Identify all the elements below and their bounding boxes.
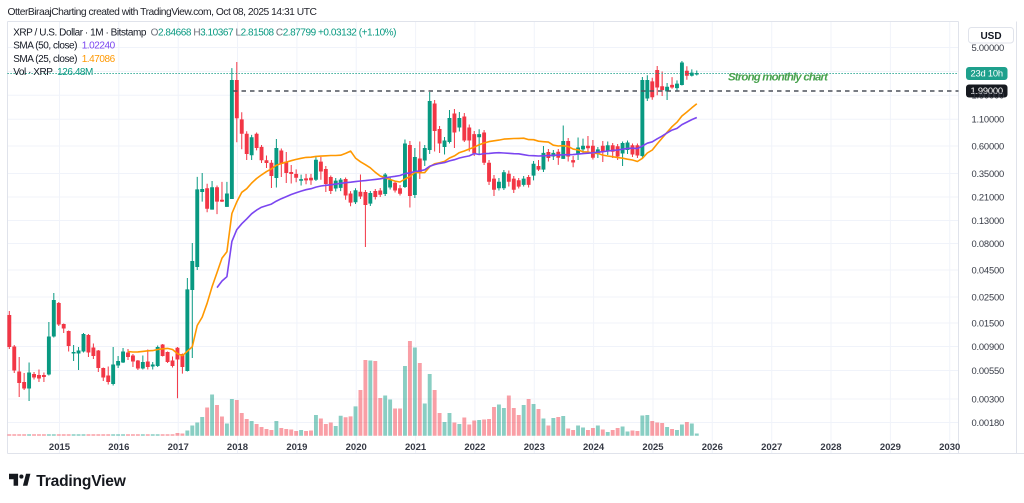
svg-text:OtterBiraajCharting created wi: OtterBiraajCharting created with Trading… [8,7,318,18]
svg-text:2023: 2023 [524,442,545,453]
svg-text:0.60000: 0.60000 [972,140,1005,151]
svg-text:0.00550: 0.00550 [972,365,1005,376]
svg-text:2018: 2018 [227,442,248,453]
svg-text:Vol · XRP 126.48M: Vol · XRP 126.48M [13,67,93,78]
svg-text:0.21000: 0.21000 [972,191,1005,202]
svg-text:2027: 2027 [761,442,782,453]
svg-text:23d 10h: 23d 10h [970,68,1003,79]
svg-text:0.13000: 0.13000 [972,215,1005,226]
svg-text:1.99000: 1.99000 [970,85,1003,96]
svg-text:USD: USD [980,31,1001,42]
svg-text:2021: 2021 [405,442,427,453]
svg-text:1.80000: 1.80000 [972,90,1005,101]
svg-text:0.04500: 0.04500 [972,264,1005,275]
svg-text:2022: 2022 [464,442,485,453]
svg-text:2029: 2029 [880,442,901,453]
svg-text:5.00000: 5.00000 [972,42,1005,53]
svg-text:2028: 2028 [820,442,841,453]
svg-text:1.10000: 1.10000 [972,114,1005,125]
svg-text:2015: 2015 [49,442,71,453]
svg-text:2017: 2017 [168,442,189,453]
svg-text:0.01500: 0.01500 [972,317,1005,328]
svg-text:0.00180: 0.00180 [972,417,1005,428]
svg-text:2020: 2020 [346,442,367,453]
svg-text:2016: 2016 [108,442,129,453]
svg-text:SMA (50, close) 1.02240: SMA (50, close) 1.02240 [13,41,115,52]
svg-text:TradingView: TradingView [36,473,126,490]
svg-text:0.02500: 0.02500 [972,291,1005,302]
svg-text:0.35000: 0.35000 [972,168,1005,179]
svg-text:2024: 2024 [583,442,605,453]
svg-text:Strong monthly chart: Strong monthly chart [728,72,829,84]
svg-text:2030: 2030 [939,442,960,453]
svg-text:2025: 2025 [642,442,664,453]
svg-text:SMA (25, close) 1.47086: SMA (25, close) 1.47086 [13,54,115,65]
svg-text:0.00300: 0.00300 [972,393,1005,404]
svg-text:0.00900: 0.00900 [972,341,1005,352]
svg-text:2019: 2019 [286,442,307,453]
svg-text:2026: 2026 [702,442,723,453]
svg-text:0.08000: 0.08000 [972,238,1005,249]
svg-text:XRP / U.S. Dollar · 1M · Bitst: XRP / U.S. Dollar · 1M · Bitstamp O2.846… [13,27,396,38]
